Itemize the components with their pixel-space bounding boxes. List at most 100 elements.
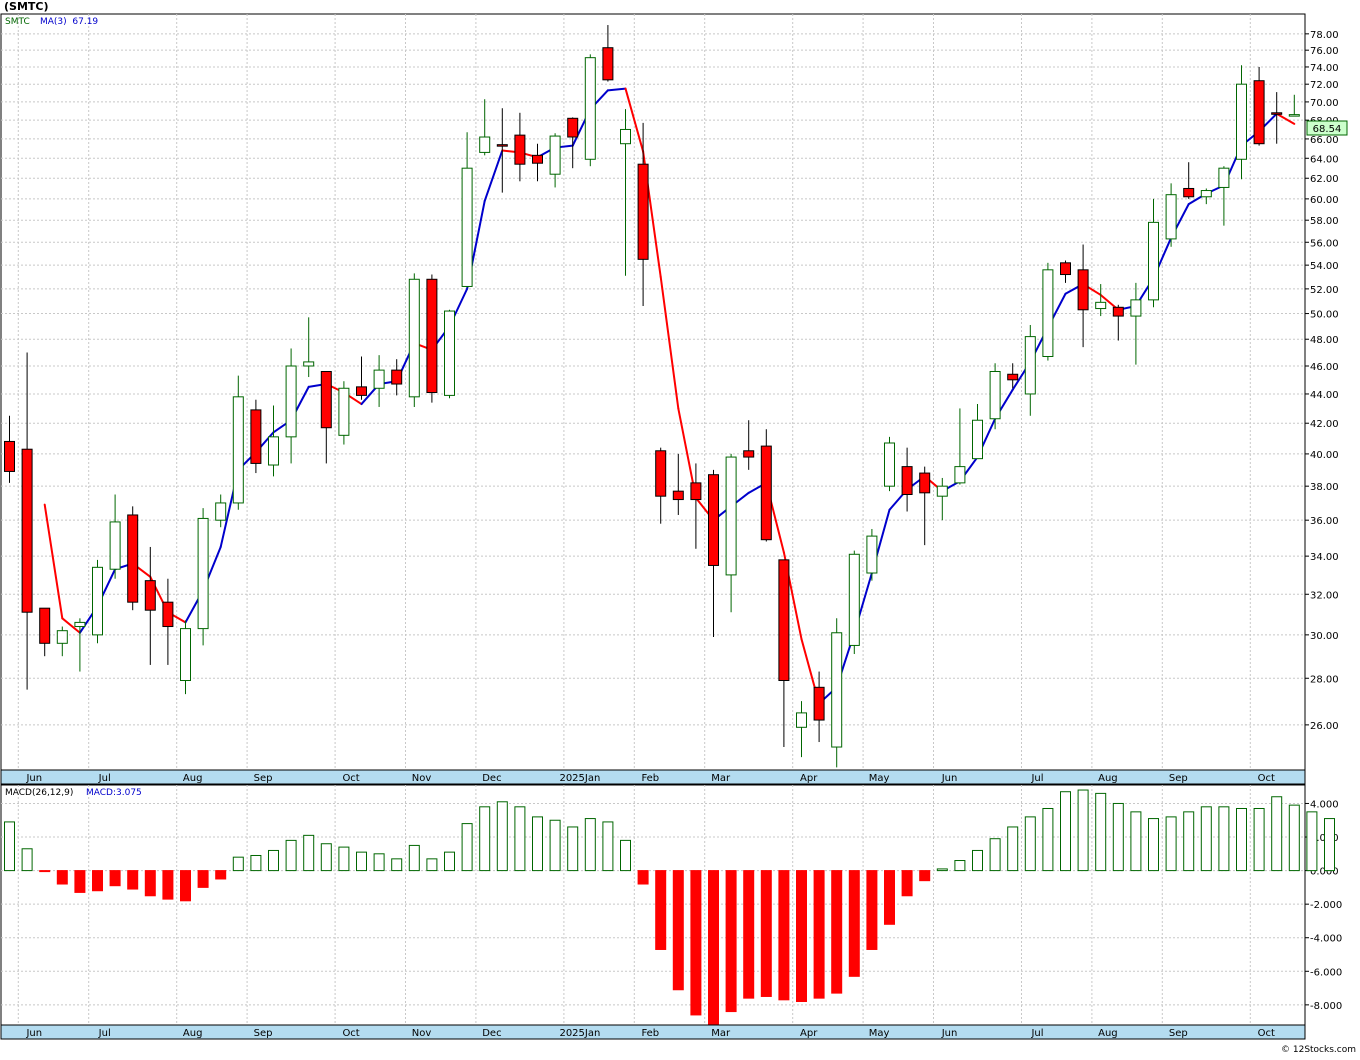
candle-body-up <box>1165 194 1177 240</box>
candle <box>1007 363 1019 389</box>
candle-body-up <box>989 370 1001 420</box>
month-label: Jul <box>98 773 111 784</box>
candle-body-up <box>268 436 279 466</box>
month-label: 2025Jan <box>559 1028 600 1039</box>
price-tick-label: 32.00 <box>1310 590 1339 601</box>
candle-body-down <box>901 466 913 496</box>
candle <box>444 309 455 399</box>
candle-body-down <box>1183 187 1195 198</box>
candle-body-up <box>1236 83 1247 160</box>
price-tick-label: 66.00 <box>1310 135 1339 146</box>
macd-bar-positive <box>1077 789 1089 872</box>
price-tick-label: 46.00 <box>1310 362 1339 373</box>
macd-bar-negative <box>901 870 913 897</box>
macd-bar-positive <box>1148 818 1159 872</box>
candle-body-up <box>444 310 455 396</box>
candle-body-down <box>391 369 403 385</box>
month-label: Jul <box>98 1028 111 1039</box>
macd-bar-negative <box>672 870 684 991</box>
candle-body-down <box>813 686 825 721</box>
candle-body-up <box>1200 190 1212 198</box>
month-label: Apr <box>800 773 818 784</box>
ma-segment <box>1275 112 1296 125</box>
candle-body-up <box>936 485 948 497</box>
candle-body-down <box>1271 112 1283 115</box>
candle <box>567 117 579 169</box>
price-tick-label: 78.00 <box>1310 30 1339 41</box>
macd-bar-negative <box>831 870 843 994</box>
macd-bar-negative <box>56 870 68 885</box>
month-label: Sep <box>1169 773 1188 784</box>
candle <box>1253 66 1265 146</box>
macd-bar-positive <box>303 834 315 872</box>
price-tick-label: 44.00 <box>1310 390 1339 401</box>
candle-body-down <box>672 490 684 501</box>
candle-body-down <box>39 607 51 644</box>
price-tick-label: 72.00 <box>1310 80 1339 91</box>
candle <box>356 356 367 400</box>
macd-tick-label: 0.000 <box>1310 867 1339 878</box>
macd-bar-positive <box>444 851 455 872</box>
macd-bar-positive <box>373 853 385 872</box>
candle-body-up <box>884 442 895 487</box>
candle <box>320 370 332 464</box>
candle <box>1060 260 1071 283</box>
candle <box>1271 92 1283 144</box>
macd-bar-positive <box>1253 807 1265 872</box>
candle <box>1183 162 1195 199</box>
candle <box>162 578 174 665</box>
candle <box>1165 183 1177 247</box>
legend-symbol: SMTC <box>5 17 30 27</box>
candle-body-up <box>972 419 983 460</box>
last-price-box <box>1306 120 1348 136</box>
month-label: Oct <box>1258 1028 1275 1039</box>
candle-body-up <box>461 167 473 287</box>
macd-bar-positive <box>1165 816 1177 872</box>
macd-bar-negative <box>884 870 895 925</box>
candle-body-up <box>56 630 68 644</box>
candle <box>1024 324 1036 416</box>
macd-bar-negative <box>39 870 51 873</box>
price-tick-label: 60.00 <box>1310 195 1339 206</box>
candle <box>532 143 543 182</box>
ma-segment <box>61 617 81 634</box>
price-tick-label: 36.00 <box>1310 516 1339 527</box>
candle-body-down <box>320 370 332 429</box>
price-tick-label: 30.00 <box>1310 631 1339 642</box>
macd-bar-positive <box>356 851 367 872</box>
candle-body-up <box>109 521 121 570</box>
window-title: (SMTC) <box>4 0 49 13</box>
candle <box>1130 282 1142 365</box>
candle-body-up <box>215 502 227 521</box>
candle <box>180 620 191 695</box>
candle <box>215 494 227 528</box>
candle-body-up <box>197 517 209 630</box>
footer-copyright: © 12Stocks.com <box>1281 1045 1356 1055</box>
macd-bar-negative <box>848 870 860 977</box>
price-tick-label: 62.00 <box>1310 174 1339 185</box>
candle-body-down <box>760 445 772 541</box>
macd-bar-positive <box>989 838 1001 872</box>
candle <box>866 528 878 581</box>
candle-body-up <box>1288 114 1300 117</box>
candle-body-down <box>690 482 702 501</box>
candle-body-up <box>549 135 561 175</box>
candle-body-up <box>831 632 843 748</box>
candle-body-down <box>514 134 526 165</box>
candle <box>1288 94 1300 117</box>
month-label: Dec <box>482 1028 501 1039</box>
candle-body-up <box>866 535 878 574</box>
candle <box>1148 198 1159 308</box>
month-label: Sep <box>254 1028 273 1039</box>
candle-body-down <box>1007 373 1019 381</box>
candle <box>514 112 526 182</box>
month-label: Oct <box>342 1028 359 1039</box>
month-label: Feb <box>641 773 659 784</box>
month-label: Dec <box>482 773 501 784</box>
candle <box>1200 188 1212 205</box>
macd-bar-negative <box>109 870 121 887</box>
month-label: Sep <box>1169 1028 1188 1039</box>
candle <box>144 546 156 665</box>
candle <box>1077 244 1089 348</box>
candle <box>74 618 86 672</box>
